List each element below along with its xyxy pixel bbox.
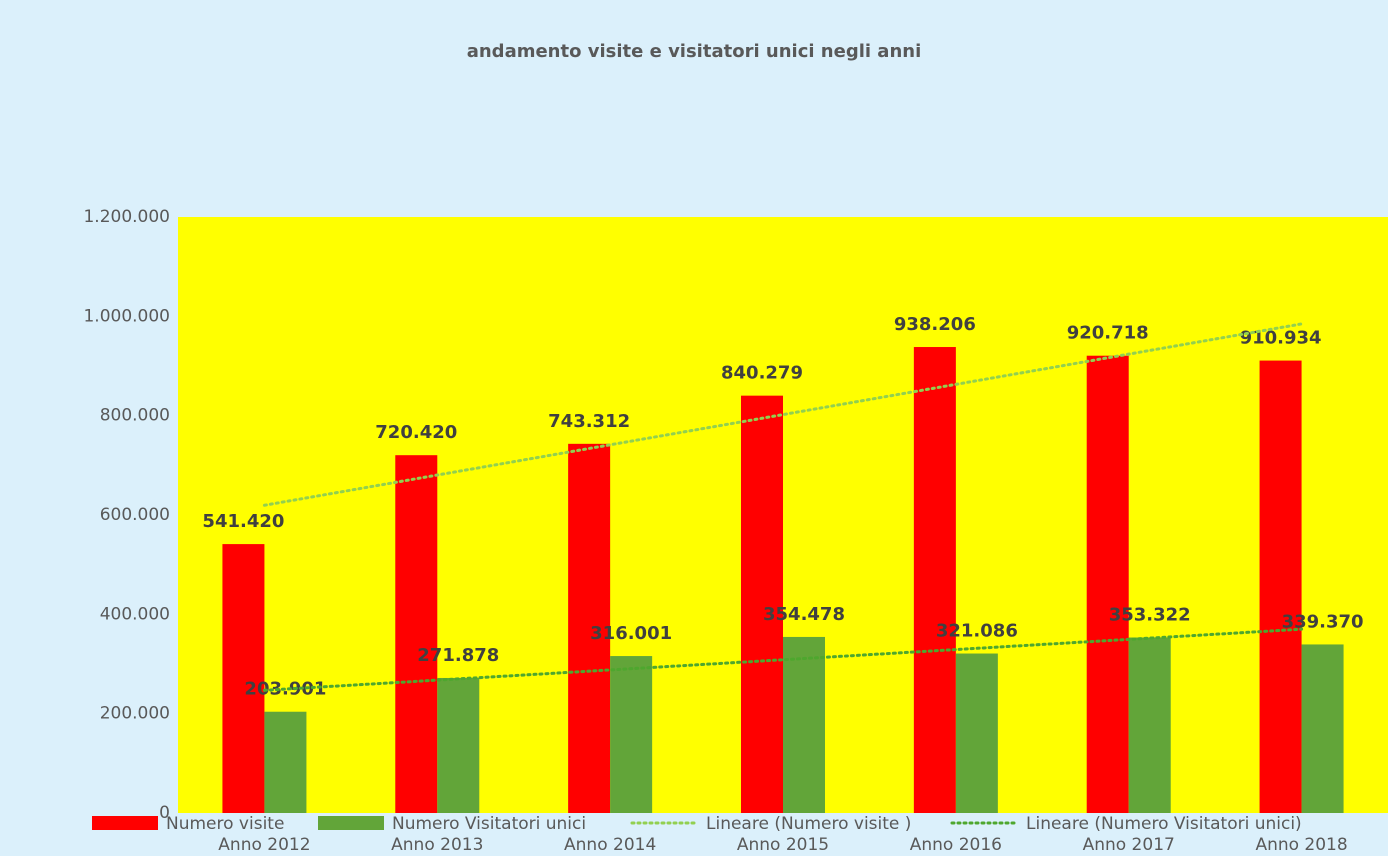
legend-label: Numero Visitatori unici — [392, 814, 586, 834]
bar — [437, 677, 480, 813]
bar — [1301, 644, 1344, 813]
y-tick-label: 200.000 — [100, 704, 170, 724]
legend-label: Lineare (Numero Visitatori unici) — [1026, 814, 1302, 834]
x-tick-label: Anno 2016 — [910, 835, 1002, 855]
data-label: 720.420 — [375, 422, 457, 443]
data-label: 541.420 — [202, 511, 284, 532]
bar — [1086, 355, 1129, 813]
data-label: 339.370 — [1282, 611, 1364, 632]
data-label: 920.718 — [1067, 323, 1149, 344]
y-tick-label: 400.000 — [100, 604, 170, 624]
x-tick-label: Anno 2013 — [391, 835, 483, 855]
x-tick-label: Anno 2012 — [218, 835, 310, 855]
chart-title: andamento visite e visitatori unici negl… — [467, 41, 922, 62]
bar — [783, 636, 825, 813]
legend-swatch — [318, 816, 384, 830]
data-label: 271.878 — [417, 645, 499, 666]
bar — [1259, 360, 1302, 813]
bar — [222, 544, 265, 813]
y-tick-label: 800.000 — [100, 406, 170, 426]
data-label: 354.478 — [763, 604, 845, 625]
bar — [1128, 637, 1171, 813]
data-label: 353.322 — [1109, 605, 1191, 626]
bar — [913, 347, 956, 813]
bar — [741, 395, 783, 813]
x-tick-label: Anno 2017 — [1083, 835, 1175, 855]
x-tick-label: Anno 2014 — [564, 835, 656, 855]
x-tick-label: Anno 2015 — [737, 835, 829, 855]
x-tick-label: Anno 2018 — [1255, 835, 1347, 855]
data-label: 840.279 — [721, 363, 803, 384]
legend-swatch — [92, 816, 158, 830]
data-label: 910.934 — [1240, 328, 1322, 349]
data-label: 321.086 — [936, 621, 1018, 642]
bar — [568, 443, 611, 813]
y-tick-label: 0 — [159, 803, 170, 823]
y-tick-label: 1.200.000 — [83, 207, 170, 227]
bar — [264, 711, 307, 813]
bar — [610, 656, 653, 813]
legend-label: Numero visite — [166, 814, 284, 834]
data-label: 316.001 — [590, 623, 672, 644]
y-tick-label: 600.000 — [100, 505, 170, 525]
trendline — [262, 322, 1304, 507]
data-label: 743.312 — [548, 411, 630, 432]
bar — [955, 653, 998, 813]
legend-label: Lineare (Numero visite ) — [706, 814, 911, 834]
trendline — [262, 627, 1304, 692]
data-label: 938.206 — [894, 314, 976, 335]
bar — [395, 455, 438, 813]
y-tick-label: 1.000.000 — [83, 306, 170, 326]
